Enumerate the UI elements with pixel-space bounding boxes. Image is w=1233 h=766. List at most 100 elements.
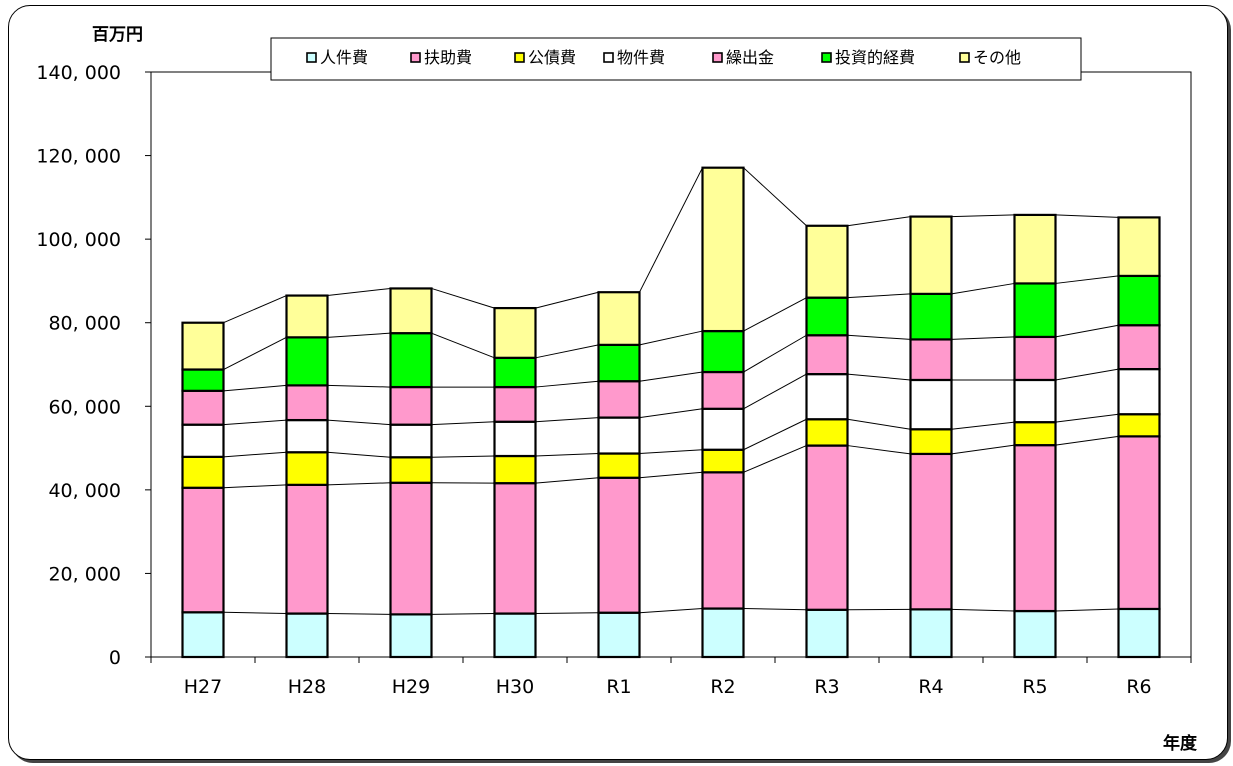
bar-segment bbox=[493, 385, 537, 423]
bar-segment bbox=[389, 456, 433, 484]
bar-segment bbox=[701, 471, 745, 610]
bar-segment bbox=[1013, 444, 1057, 613]
series-line bbox=[847, 445, 911, 455]
x-tick-label: H30 bbox=[496, 676, 534, 698]
series-line bbox=[535, 344, 599, 359]
series-line bbox=[327, 482, 391, 486]
bar-segment bbox=[181, 455, 225, 489]
bar-segment bbox=[1013, 378, 1057, 424]
series-line bbox=[1055, 324, 1119, 338]
series-line bbox=[535, 417, 599, 423]
bar-segment bbox=[493, 612, 537, 659]
series-line bbox=[847, 418, 911, 430]
legend-label: 物件費 bbox=[617, 48, 665, 67]
bar-segment bbox=[805, 296, 849, 337]
bar-segment bbox=[1013, 609, 1057, 659]
x-tick-label: H28 bbox=[288, 676, 326, 698]
legend-swatch bbox=[514, 52, 525, 63]
legend-swatch bbox=[306, 52, 317, 63]
bar-segment bbox=[1117, 413, 1161, 438]
series-line bbox=[431, 287, 495, 309]
bar-segment bbox=[181, 321, 225, 371]
bar-segment bbox=[493, 356, 537, 389]
legend-swatch bbox=[821, 52, 832, 63]
y-unit-label: 百万円 bbox=[92, 25, 143, 45]
series-line bbox=[1055, 413, 1119, 423]
series-line bbox=[535, 612, 599, 615]
series-line bbox=[431, 332, 495, 359]
series-line bbox=[639, 471, 703, 479]
bar-segment bbox=[597, 452, 641, 479]
series-line bbox=[743, 608, 807, 611]
series-line bbox=[743, 334, 807, 373]
bar-segment bbox=[181, 389, 225, 426]
legend-swatch bbox=[959, 52, 970, 63]
series-line bbox=[743, 297, 807, 332]
series-line bbox=[223, 384, 287, 392]
legend-swatch bbox=[712, 52, 723, 63]
series-line bbox=[1055, 214, 1119, 218]
bar-segment bbox=[597, 611, 641, 659]
bar-segment bbox=[181, 368, 225, 392]
legend: 人件費 扶助費 公債費 物件費 繰出金 投資的経費 その他 bbox=[270, 37, 1082, 81]
series-line bbox=[639, 408, 703, 419]
series-line bbox=[743, 445, 807, 473]
legend-label: 扶助費 bbox=[424, 48, 472, 67]
bar-segment bbox=[1117, 274, 1161, 327]
bar-segment bbox=[909, 428, 953, 456]
series-line bbox=[535, 477, 599, 484]
bar-segment bbox=[1013, 421, 1057, 447]
bar-segment bbox=[285, 384, 329, 422]
x-unit-label: 年度 bbox=[1163, 733, 1198, 754]
bar-segment bbox=[285, 336, 329, 387]
bar-segment bbox=[1013, 335, 1057, 382]
legend-label: 投資的経費 bbox=[835, 48, 915, 67]
series-line bbox=[743, 373, 807, 410]
bar-segment bbox=[597, 476, 641, 614]
legend-label: 人件費 bbox=[320, 48, 368, 67]
series-line bbox=[743, 167, 807, 227]
legend-swatch bbox=[603, 52, 614, 63]
series-line bbox=[223, 451, 287, 458]
bar-segment bbox=[389, 423, 433, 459]
series-line bbox=[223, 611, 287, 615]
bar-segment bbox=[701, 607, 745, 659]
x-tick-label: H27 bbox=[184, 676, 222, 698]
series-line bbox=[639, 371, 703, 382]
bar-segment bbox=[909, 292, 953, 341]
bar-segment bbox=[1117, 216, 1161, 278]
bar-segment bbox=[285, 418, 329, 454]
series-line bbox=[639, 608, 703, 614]
x-tick-label: R5 bbox=[1022, 676, 1047, 698]
legend-label: その他 bbox=[973, 48, 1021, 67]
series-line bbox=[1055, 368, 1119, 381]
legend-swatch bbox=[410, 52, 421, 63]
legend-label: 公債費 bbox=[528, 48, 576, 67]
bar-segment bbox=[597, 380, 641, 419]
bar-segment bbox=[909, 608, 953, 659]
bar-segment bbox=[701, 166, 745, 333]
series-line bbox=[743, 418, 807, 451]
y-tick-label: 0 bbox=[109, 647, 121, 669]
series-line bbox=[847, 334, 911, 340]
bar-segment bbox=[597, 291, 641, 346]
bar-segment bbox=[805, 444, 849, 611]
y-tick-label: 20, 000 bbox=[48, 563, 121, 585]
y-tick-label: 120, 000 bbox=[36, 146, 121, 168]
legend-label: 繰出金 bbox=[726, 48, 774, 67]
bar-segment bbox=[1117, 367, 1161, 416]
y-tick-label: 140, 000 bbox=[36, 62, 121, 84]
y-tick-label: 80, 000 bbox=[48, 313, 121, 335]
series-line bbox=[327, 419, 391, 426]
bar-segment bbox=[909, 452, 953, 611]
bar-segment bbox=[597, 343, 641, 383]
x-tick-label: R3 bbox=[814, 676, 839, 698]
bar-segment bbox=[909, 215, 953, 295]
series-line bbox=[223, 336, 287, 370]
bar-segment bbox=[181, 611, 225, 659]
series-line bbox=[327, 451, 391, 458]
series-line bbox=[951, 214, 1015, 218]
bar-segment bbox=[909, 378, 953, 431]
series-line bbox=[223, 419, 287, 426]
